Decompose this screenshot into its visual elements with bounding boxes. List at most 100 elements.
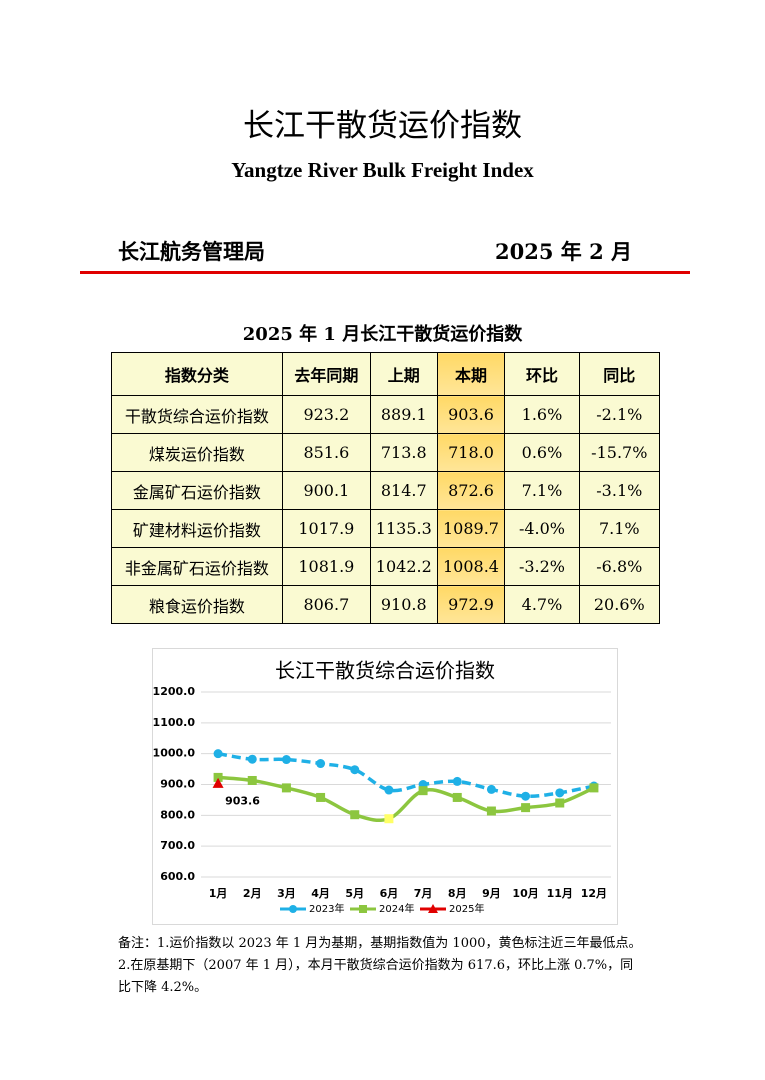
legend-label: 2025年 <box>449 902 484 915</box>
note: 比下降 4.2%。 <box>118 980 208 995</box>
point <box>213 772 223 782</box>
point <box>555 788 565 798</box>
legend-label: 2024年 <box>379 902 414 915</box>
y-tick-label: 1100.0 <box>153 716 196 729</box>
y-tick-label: 800.0 <box>160 808 195 821</box>
cell: 872.6 <box>436 471 506 510</box>
cell: -3.2% <box>504 547 580 586</box>
point <box>452 776 462 786</box>
point <box>213 749 223 759</box>
cell: 4.7% <box>504 585 580 624</box>
cell: -4.0% <box>504 509 580 548</box>
point <box>350 810 360 820</box>
table: 指数分类 去年同期 上期 本期 环比 同比 干散货综合运价指数 923.2 889.1 903.6… <box>111 352 661 624</box>
point <box>384 814 394 824</box>
cell: 814.7 <box>369 471 438 510</box>
x-tick-label: 1月 <box>209 887 228 900</box>
header-cell: 环比 <box>504 352 580 396</box>
x-tick-label: 12月 <box>581 887 607 900</box>
cell: 非金属矿石运价指数 <box>111 547 283 586</box>
chart-title: 长江干散货综合运价指数 <box>275 659 495 683</box>
x-tick-label: 5月 <box>345 887 364 900</box>
cell: 1042.2 <box>369 547 438 586</box>
point <box>281 755 291 765</box>
point <box>418 786 428 796</box>
issuer: 长江航务管理局 <box>118 239 265 264</box>
chart: 长江干散货综合运价指数 600.0 700.0 800.0 900.0 1000.0 11… <box>153 659 611 915</box>
y-tick-label: 700.0 <box>160 839 195 852</box>
cell: 1089.7 <box>436 509 506 548</box>
header-cell: 指数分类 <box>111 352 283 396</box>
point <box>247 775 257 785</box>
cell: 7.1% <box>578 509 661 548</box>
x-tick-label: 7月 <box>414 887 433 900</box>
legend-label: 2023年 <box>309 902 344 915</box>
legend-marker <box>359 905 367 913</box>
title: 长江干散货运价指数 <box>243 108 522 144</box>
cell: 1081.9 <box>281 547 371 586</box>
cell: 20.6% <box>578 585 661 624</box>
header-cell: 上期 <box>369 352 438 396</box>
point <box>247 754 257 764</box>
cell: 903.6 <box>436 395 506 434</box>
point <box>589 783 599 793</box>
row: 干散货综合运价指数 923.2 889.1 903.6 1.6% -2.1% <box>111 395 661 434</box>
row: 粮食运价指数 806.7 910.8 972.9 4.7% 20.6% <box>111 585 661 624</box>
point <box>316 759 326 769</box>
cell: 718.0 <box>436 433 506 472</box>
cell: 910.8 <box>369 585 438 624</box>
chart-frame <box>152 648 618 925</box>
cell: 972.9 <box>436 585 506 624</box>
cell: 1.6% <box>504 395 580 434</box>
y-tick-label: 1000.0 <box>153 747 196 760</box>
point <box>555 798 565 808</box>
header-cell: 同比 <box>578 352 661 396</box>
y-tick-label: 900.0 <box>160 778 195 791</box>
point <box>521 803 531 813</box>
point <box>316 792 326 802</box>
note: 备注：1.运价指数以 2023 年 1 月为基期，基期指数值为 1000，黄色标… <box>118 936 642 951</box>
x-tick-label: 6月 <box>380 887 399 900</box>
header-row: 指数分类 去年同期 上期 本期 环比 同比 <box>111 352 661 396</box>
y-tick-label: 600.0 <box>160 870 195 883</box>
x-tick-label: 11月 <box>547 887 573 900</box>
point <box>521 791 531 801</box>
date: 2025 年 2 月 <box>495 239 632 264</box>
row: 煤炭运价指数 851.6 713.8 718.0 0.6% -15.7% <box>111 433 661 472</box>
point <box>281 783 291 793</box>
x-tick-label: 3月 <box>277 887 296 900</box>
series-line <box>217 751 595 799</box>
point <box>486 784 496 794</box>
cell: 1017.9 <box>281 509 371 548</box>
cell: 851.6 <box>281 433 371 472</box>
cell: 0.6% <box>504 433 580 472</box>
x-tick-label: 9月 <box>482 887 501 900</box>
cell: 923.2 <box>281 395 371 434</box>
header-cell: 去年同期 <box>281 352 371 396</box>
cell: -6.8% <box>578 547 661 586</box>
x-tick-label: 4月 <box>311 887 330 900</box>
header-cell: 本期 <box>436 352 506 396</box>
point <box>384 785 394 795</box>
cell: -15.7% <box>578 433 661 472</box>
cell: 7.1% <box>504 471 580 510</box>
series-line <box>217 775 595 823</box>
divider <box>80 271 690 274</box>
table-title: 2025 年 1 月长江干散货运价指数 <box>242 324 523 345</box>
point <box>452 792 462 802</box>
row: 非金属矿石运价指数 1081.9 1042.2 1008.4 -3.2% -6.8% <box>111 547 661 586</box>
data-label: 903.6 <box>225 794 260 807</box>
cell: -3.1% <box>578 471 661 510</box>
point <box>486 806 496 816</box>
cell: 粮食运价指数 <box>111 585 283 624</box>
x-tick-label: 2月 <box>243 887 262 900</box>
cell: 889.1 <box>369 395 438 434</box>
cell: 806.7 <box>281 585 371 624</box>
row: 金属矿石运价指数 900.1 814.7 872.6 7.1% -3.1% <box>111 471 661 510</box>
cell: 900.1 <box>281 471 371 510</box>
legend-marker <box>289 905 297 913</box>
cell: 713.8 <box>369 433 438 472</box>
cell: 金属矿石运价指数 <box>111 471 283 510</box>
x-tick-label: 8月 <box>448 887 467 900</box>
